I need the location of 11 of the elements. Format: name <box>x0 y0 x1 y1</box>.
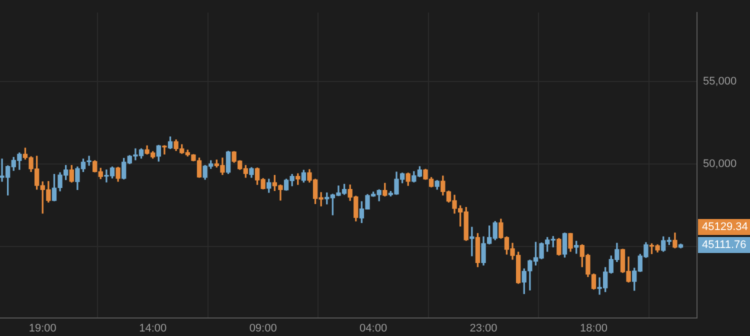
candlestick <box>162 145 167 154</box>
y-tick-label: 50,000 <box>703 158 737 170</box>
x-tick-label: 18:00 <box>580 322 608 335</box>
x-tick-label: 23:00 <box>470 322 498 335</box>
x-tick-label: 04:00 <box>360 322 388 335</box>
y-tick-label: 55,000 <box>703 75 737 88</box>
x-tick-label: 19:00 <box>28 322 56 335</box>
text: 45111.76 <box>698 236 750 253</box>
text: 45129.34 <box>698 218 750 235</box>
x-tick-label: 14:00 <box>139 322 167 335</box>
x-tick-label: 09:00 <box>249 322 277 335</box>
